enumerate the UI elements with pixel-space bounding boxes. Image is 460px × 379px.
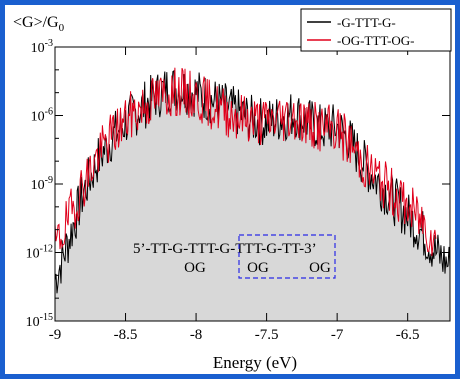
plot-area bbox=[54, 67, 451, 322]
legend-box bbox=[300, 8, 452, 52]
legend-label-og-ttt-og: -OG-TTT-OG- bbox=[337, 33, 415, 48]
conductance-chart: <G>/G0 -9 -8.5 -8 -7.5 -7 -6.5 10-3 10-6 10-9 10-… bbox=[13, 8, 452, 372]
og-label: OG bbox=[184, 260, 206, 276]
x-tick-label: -9 bbox=[49, 327, 62, 343]
y-tick-label: 10-6 bbox=[31, 107, 53, 125]
x-tick-label: -8.5 bbox=[114, 327, 138, 343]
x-axis-label: Energy (eV) bbox=[213, 353, 297, 372]
x-tick-label: -8 bbox=[190, 327, 203, 343]
og-label: OG bbox=[247, 260, 269, 276]
x-tick-label: -7.5 bbox=[255, 327, 279, 343]
sequence-label: 5’-TT-G-TTT-G-TTT-G-TT-3’ bbox=[133, 241, 317, 257]
y-axis-label: <G>/G0 bbox=[13, 14, 65, 34]
y-tick-label: 10-15 bbox=[26, 312, 53, 330]
legend: -G-TTT-G- -OG-TTT-OG- bbox=[300, 8, 452, 52]
y-tick-label: 10-12 bbox=[26, 244, 53, 262]
sequence-annotation: 5’-TT-G-TTT-G-TTT-G-TT-3’ OG OG OG bbox=[133, 234, 336, 279]
legend-label-g-ttt-g: -G-TTT-G- bbox=[337, 15, 396, 30]
series-line-og-ttt-og bbox=[54, 67, 437, 256]
x-tick-label: -6.5 bbox=[396, 327, 420, 343]
og-highlight-box bbox=[238, 234, 336, 279]
axis-ticks: -9 -8.5 -8 -7.5 -7 -6.5 10-3 10-6 10-9 10-12 10-15 bbox=[26, 38, 450, 343]
x-tick-label: -7 bbox=[331, 327, 344, 343]
og-label: OG bbox=[309, 260, 331, 276]
y-tick-label: 10-9 bbox=[31, 175, 53, 193]
y-tick-label: 10-3 bbox=[31, 38, 53, 56]
